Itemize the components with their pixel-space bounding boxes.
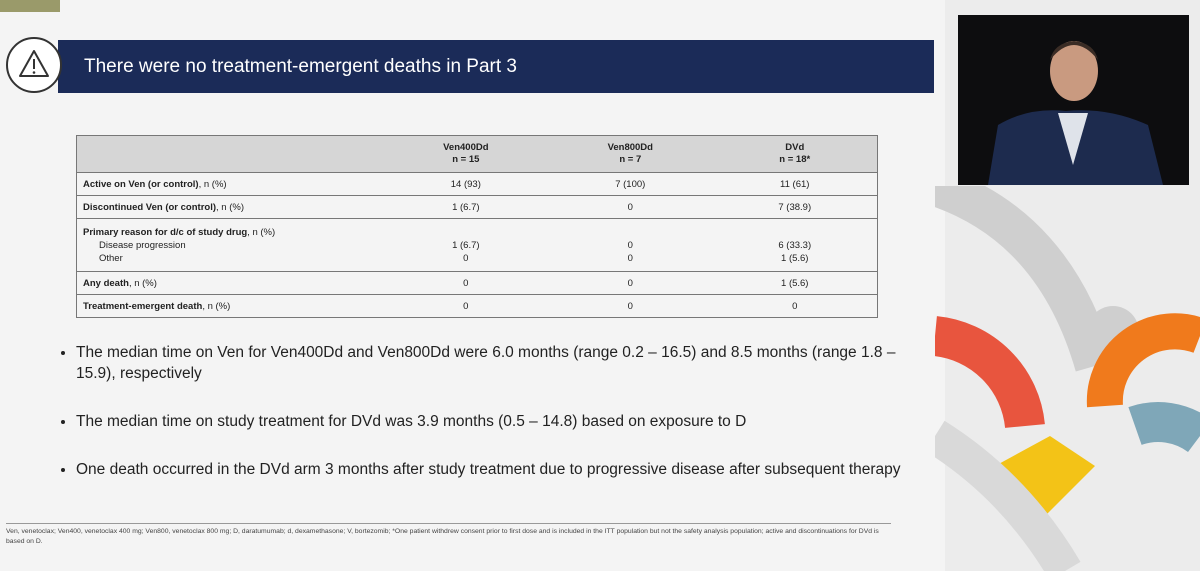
slide-header: There were no treatment-emergent deaths … xyxy=(58,40,934,93)
cell: 11 (61) xyxy=(712,172,878,196)
header-cell: DVd n = 18* xyxy=(712,135,878,173)
bullet: One death occurred in the DVd arm 3 mont… xyxy=(76,459,906,480)
column-name: Ven800Dd xyxy=(607,142,653,153)
sub-label: Disease progression xyxy=(99,239,186,251)
table-row: Discontinued Ven (or control), n (%) 1 (6… xyxy=(76,195,878,219)
label-text: Primary reason for d/c of study drug xyxy=(83,226,248,238)
cell: 0 xyxy=(383,294,549,318)
cell-value: 0 xyxy=(627,239,633,251)
bullet: The median time on study treatment for D… xyxy=(76,411,906,432)
slide: There were no treatment-emergent deaths … xyxy=(0,0,945,571)
label-text: Discontinued Ven (or control) xyxy=(83,201,217,213)
decor-bar xyxy=(0,0,60,12)
cell: 1 (6.7) 0 xyxy=(383,218,549,272)
slide-title: There were no treatment-emergent deaths … xyxy=(84,56,518,77)
cell: 0 xyxy=(548,195,713,219)
cell: 7 (38.9) xyxy=(712,195,878,219)
label-unit: , n (%) xyxy=(202,300,231,312)
row-label: Any death, n (%) xyxy=(76,271,384,295)
table-row: Active on Ven (or control), n (%) 14 (93)… xyxy=(76,172,878,196)
table-row: Treatment-emergent death, n (%) 0 0 0 xyxy=(76,294,878,318)
table-row: Primary reason for d/c of study drug, n … xyxy=(76,218,878,272)
column-name: DVd xyxy=(785,142,805,153)
cell: 0 xyxy=(383,271,549,295)
column-n: n = 7 xyxy=(619,154,642,165)
spacer xyxy=(629,227,632,238)
label-unit: , n (%) xyxy=(216,201,244,213)
header-cell: Ven800Dd n = 7 xyxy=(548,135,713,173)
cell: 1 (6.7) xyxy=(383,195,549,219)
label-unit: , n (%) xyxy=(198,178,227,190)
footnote: Ven, venetoclax; Ven400, venetoclax 400 … xyxy=(6,523,891,547)
bullet-list: The median time on Ven for Ven400Dd and … xyxy=(58,342,906,507)
cell-value: 0 xyxy=(463,252,469,264)
column-n: n = 18* xyxy=(779,154,811,165)
speaker-video xyxy=(958,15,1189,185)
label-text: Active on Ven (or control) xyxy=(83,178,199,190)
cell: 1 (5.6) xyxy=(712,271,878,295)
spacer xyxy=(465,227,468,238)
bullet: The median time on Ven for Ven400Dd and … xyxy=(76,342,906,384)
warning-icon xyxy=(6,37,62,93)
row-label: Treatment-emergent death, n (%) xyxy=(76,294,384,318)
column-n: n = 15 xyxy=(452,154,480,165)
header-row: Ven400Dd n = 15 Ven800Dd n = 7 DVd n = 18* xyxy=(76,135,878,173)
cell: 0 xyxy=(712,294,878,318)
spacer xyxy=(793,227,796,238)
label-unit: , n (%) xyxy=(247,226,276,238)
cell: 14 (93) xyxy=(383,172,549,196)
column-name: Ven400Dd xyxy=(443,142,489,153)
cell-value: 6 (33.3) xyxy=(778,239,812,251)
header-cell xyxy=(76,135,384,173)
cell-value: 0 xyxy=(627,252,633,264)
cell: 6 (33.3) 1 (5.6) xyxy=(712,218,878,272)
decoration xyxy=(935,186,1200,571)
row-label: Primary reason for d/c of study drug, n … xyxy=(76,218,384,272)
header-cell: Ven400Dd n = 15 xyxy=(383,135,549,173)
row-label: Active on Ven (or control), n (%) xyxy=(76,172,384,196)
sub-label: Other xyxy=(99,252,123,264)
cell-value: 1 (5.6) xyxy=(781,252,809,264)
cell: 7 (100) xyxy=(548,172,713,196)
table-row: Any death, n (%) 0 0 1 (5.6) xyxy=(76,271,878,295)
label-unit: , n (%) xyxy=(128,277,157,289)
cell: 0 xyxy=(548,294,713,318)
cell: 0 xyxy=(548,271,713,295)
label-text: Any death xyxy=(83,277,129,289)
cell-value: 1 (6.7) xyxy=(452,239,480,251)
label-text: Treatment-emergent death xyxy=(83,300,203,312)
data-table: Ven400Dd n = 15 Ven800Dd n = 7 DVd n = 18* Act… xyxy=(76,135,878,318)
row-label: Discontinued Ven (or control), n (%) xyxy=(76,195,384,219)
